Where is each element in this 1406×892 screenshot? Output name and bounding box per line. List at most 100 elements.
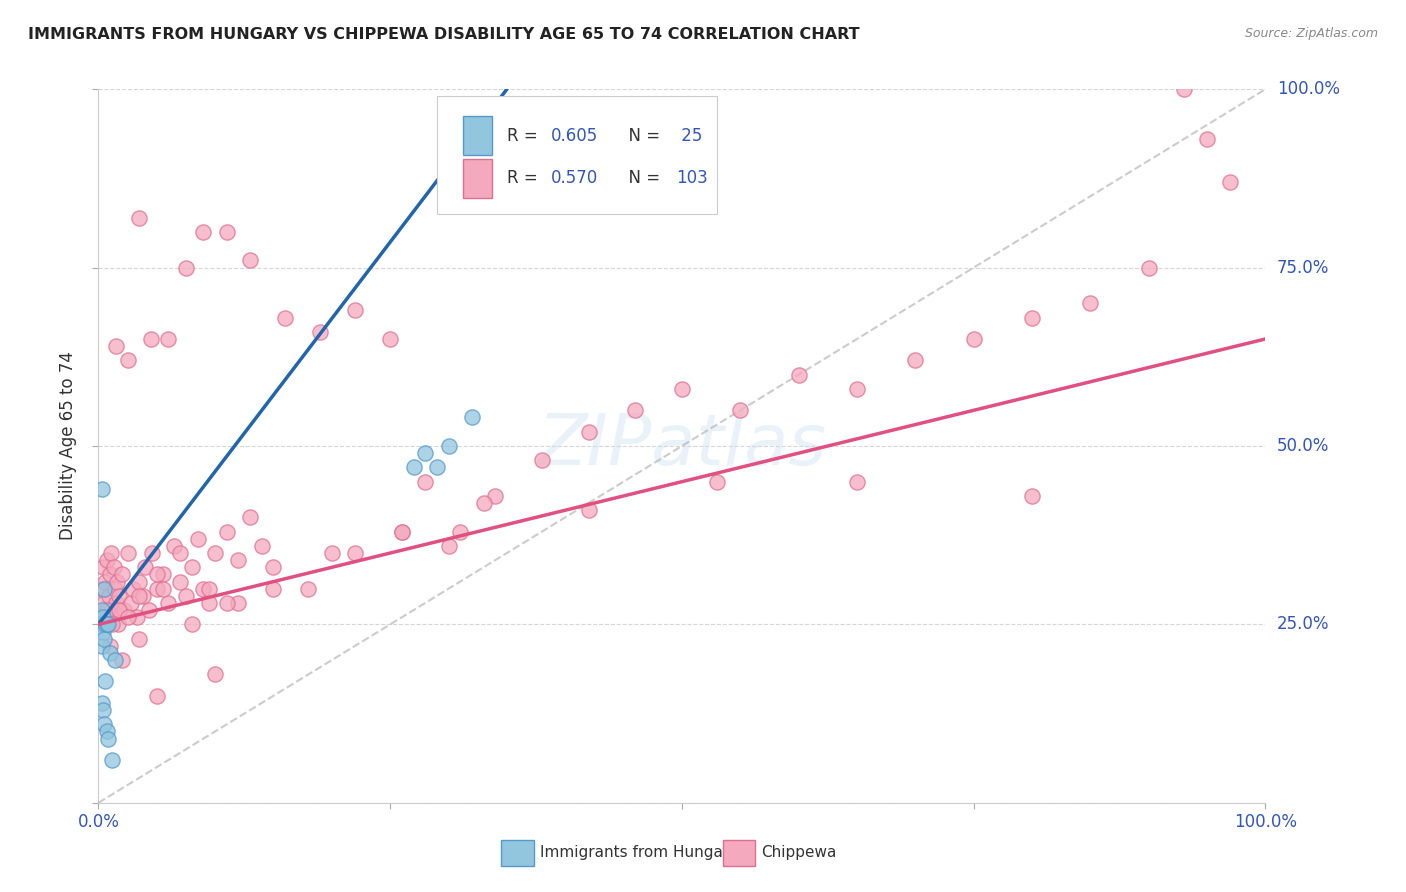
Point	[125, 610, 148, 624]
Point	[624, 403, 647, 417]
Text: N =: N =	[617, 127, 665, 145]
Text: Source: ZipAtlas.com: Source: ZipAtlas.com	[1244, 27, 1378, 40]
Point	[180, 617, 202, 632]
Point	[262, 582, 284, 596]
Text: Chippewa: Chippewa	[761, 846, 837, 860]
Point	[530, 453, 553, 467]
Point	[193, 582, 215, 596]
Point	[97, 617, 120, 632]
Point	[128, 211, 150, 225]
Point	[1021, 310, 1043, 325]
Point	[274, 310, 297, 325]
Point	[146, 689, 169, 703]
Point	[169, 546, 191, 560]
Text: 50.0%: 50.0%	[1277, 437, 1330, 455]
Point	[90, 582, 112, 596]
Point	[117, 546, 139, 560]
Point	[134, 560, 156, 574]
Point	[380, 332, 402, 346]
Point	[93, 632, 115, 646]
Point	[100, 546, 122, 560]
Point	[174, 260, 197, 275]
Point	[215, 596, 238, 610]
Point	[105, 574, 128, 589]
Point	[461, 410, 484, 425]
Point	[93, 717, 115, 731]
Point	[250, 539, 273, 553]
Point	[437, 439, 460, 453]
Point	[1021, 489, 1043, 503]
Point	[228, 553, 250, 567]
Point	[117, 353, 139, 368]
Text: ZIPatlas: ZIPatlas	[537, 411, 827, 481]
Point	[97, 589, 120, 603]
Point	[90, 482, 112, 496]
Point	[198, 596, 221, 610]
Point	[215, 225, 238, 239]
Point	[239, 253, 262, 268]
Point	[174, 589, 197, 603]
Point	[128, 574, 150, 589]
Point	[96, 553, 118, 567]
Point	[391, 524, 413, 539]
Point	[101, 603, 124, 617]
Point	[262, 560, 284, 574]
Point	[128, 632, 150, 646]
Point	[108, 603, 131, 617]
Point	[91, 624, 114, 639]
Point	[111, 653, 134, 667]
Point	[139, 332, 162, 346]
Point	[730, 403, 752, 417]
Point	[90, 617, 112, 632]
Point	[787, 368, 810, 382]
Point	[309, 325, 332, 339]
Point	[344, 303, 367, 318]
Point	[93, 596, 115, 610]
Point	[96, 617, 118, 632]
Point	[94, 617, 117, 632]
Point	[112, 603, 135, 617]
Point	[93, 582, 115, 596]
Point	[484, 489, 506, 503]
Text: R =: R =	[508, 127, 543, 145]
Point	[904, 353, 927, 368]
Point	[344, 546, 367, 560]
Point	[90, 603, 112, 617]
Point	[157, 332, 180, 346]
Point	[578, 425, 600, 439]
Text: N =: N =	[617, 169, 665, 187]
Text: IMMIGRANTS FROM HUNGARY VS CHIPPEWA DISABILITY AGE 65 TO 74 CORRELATION CHART: IMMIGRANTS FROM HUNGARY VS CHIPPEWA DISA…	[28, 27, 859, 42]
Point	[187, 532, 209, 546]
Point	[437, 539, 460, 553]
Text: 100.0%: 100.0%	[1277, 80, 1340, 98]
Y-axis label: Disability Age 65 to 74: Disability Age 65 to 74	[59, 351, 77, 541]
Text: 75.0%: 75.0%	[1277, 259, 1330, 277]
Point	[107, 617, 129, 632]
FancyBboxPatch shape	[437, 96, 717, 214]
Point	[91, 703, 114, 717]
Point	[152, 582, 174, 596]
Point	[578, 503, 600, 517]
Text: 0.570: 0.570	[551, 169, 599, 187]
Point	[122, 582, 145, 596]
Point	[1219, 175, 1241, 189]
Point	[846, 382, 869, 396]
Point	[97, 731, 120, 746]
Point	[152, 567, 174, 582]
Point	[132, 589, 155, 603]
Point	[146, 582, 169, 596]
Text: 103: 103	[676, 169, 707, 187]
Point	[91, 610, 114, 624]
Point	[239, 510, 262, 524]
Point	[117, 610, 139, 624]
Point	[146, 567, 169, 582]
Point	[108, 589, 131, 603]
Point	[96, 603, 118, 617]
Point	[228, 596, 250, 610]
Point	[90, 639, 112, 653]
Point	[402, 460, 425, 475]
Point	[96, 724, 118, 739]
Point	[98, 567, 121, 582]
Point	[101, 617, 124, 632]
FancyBboxPatch shape	[463, 116, 492, 155]
